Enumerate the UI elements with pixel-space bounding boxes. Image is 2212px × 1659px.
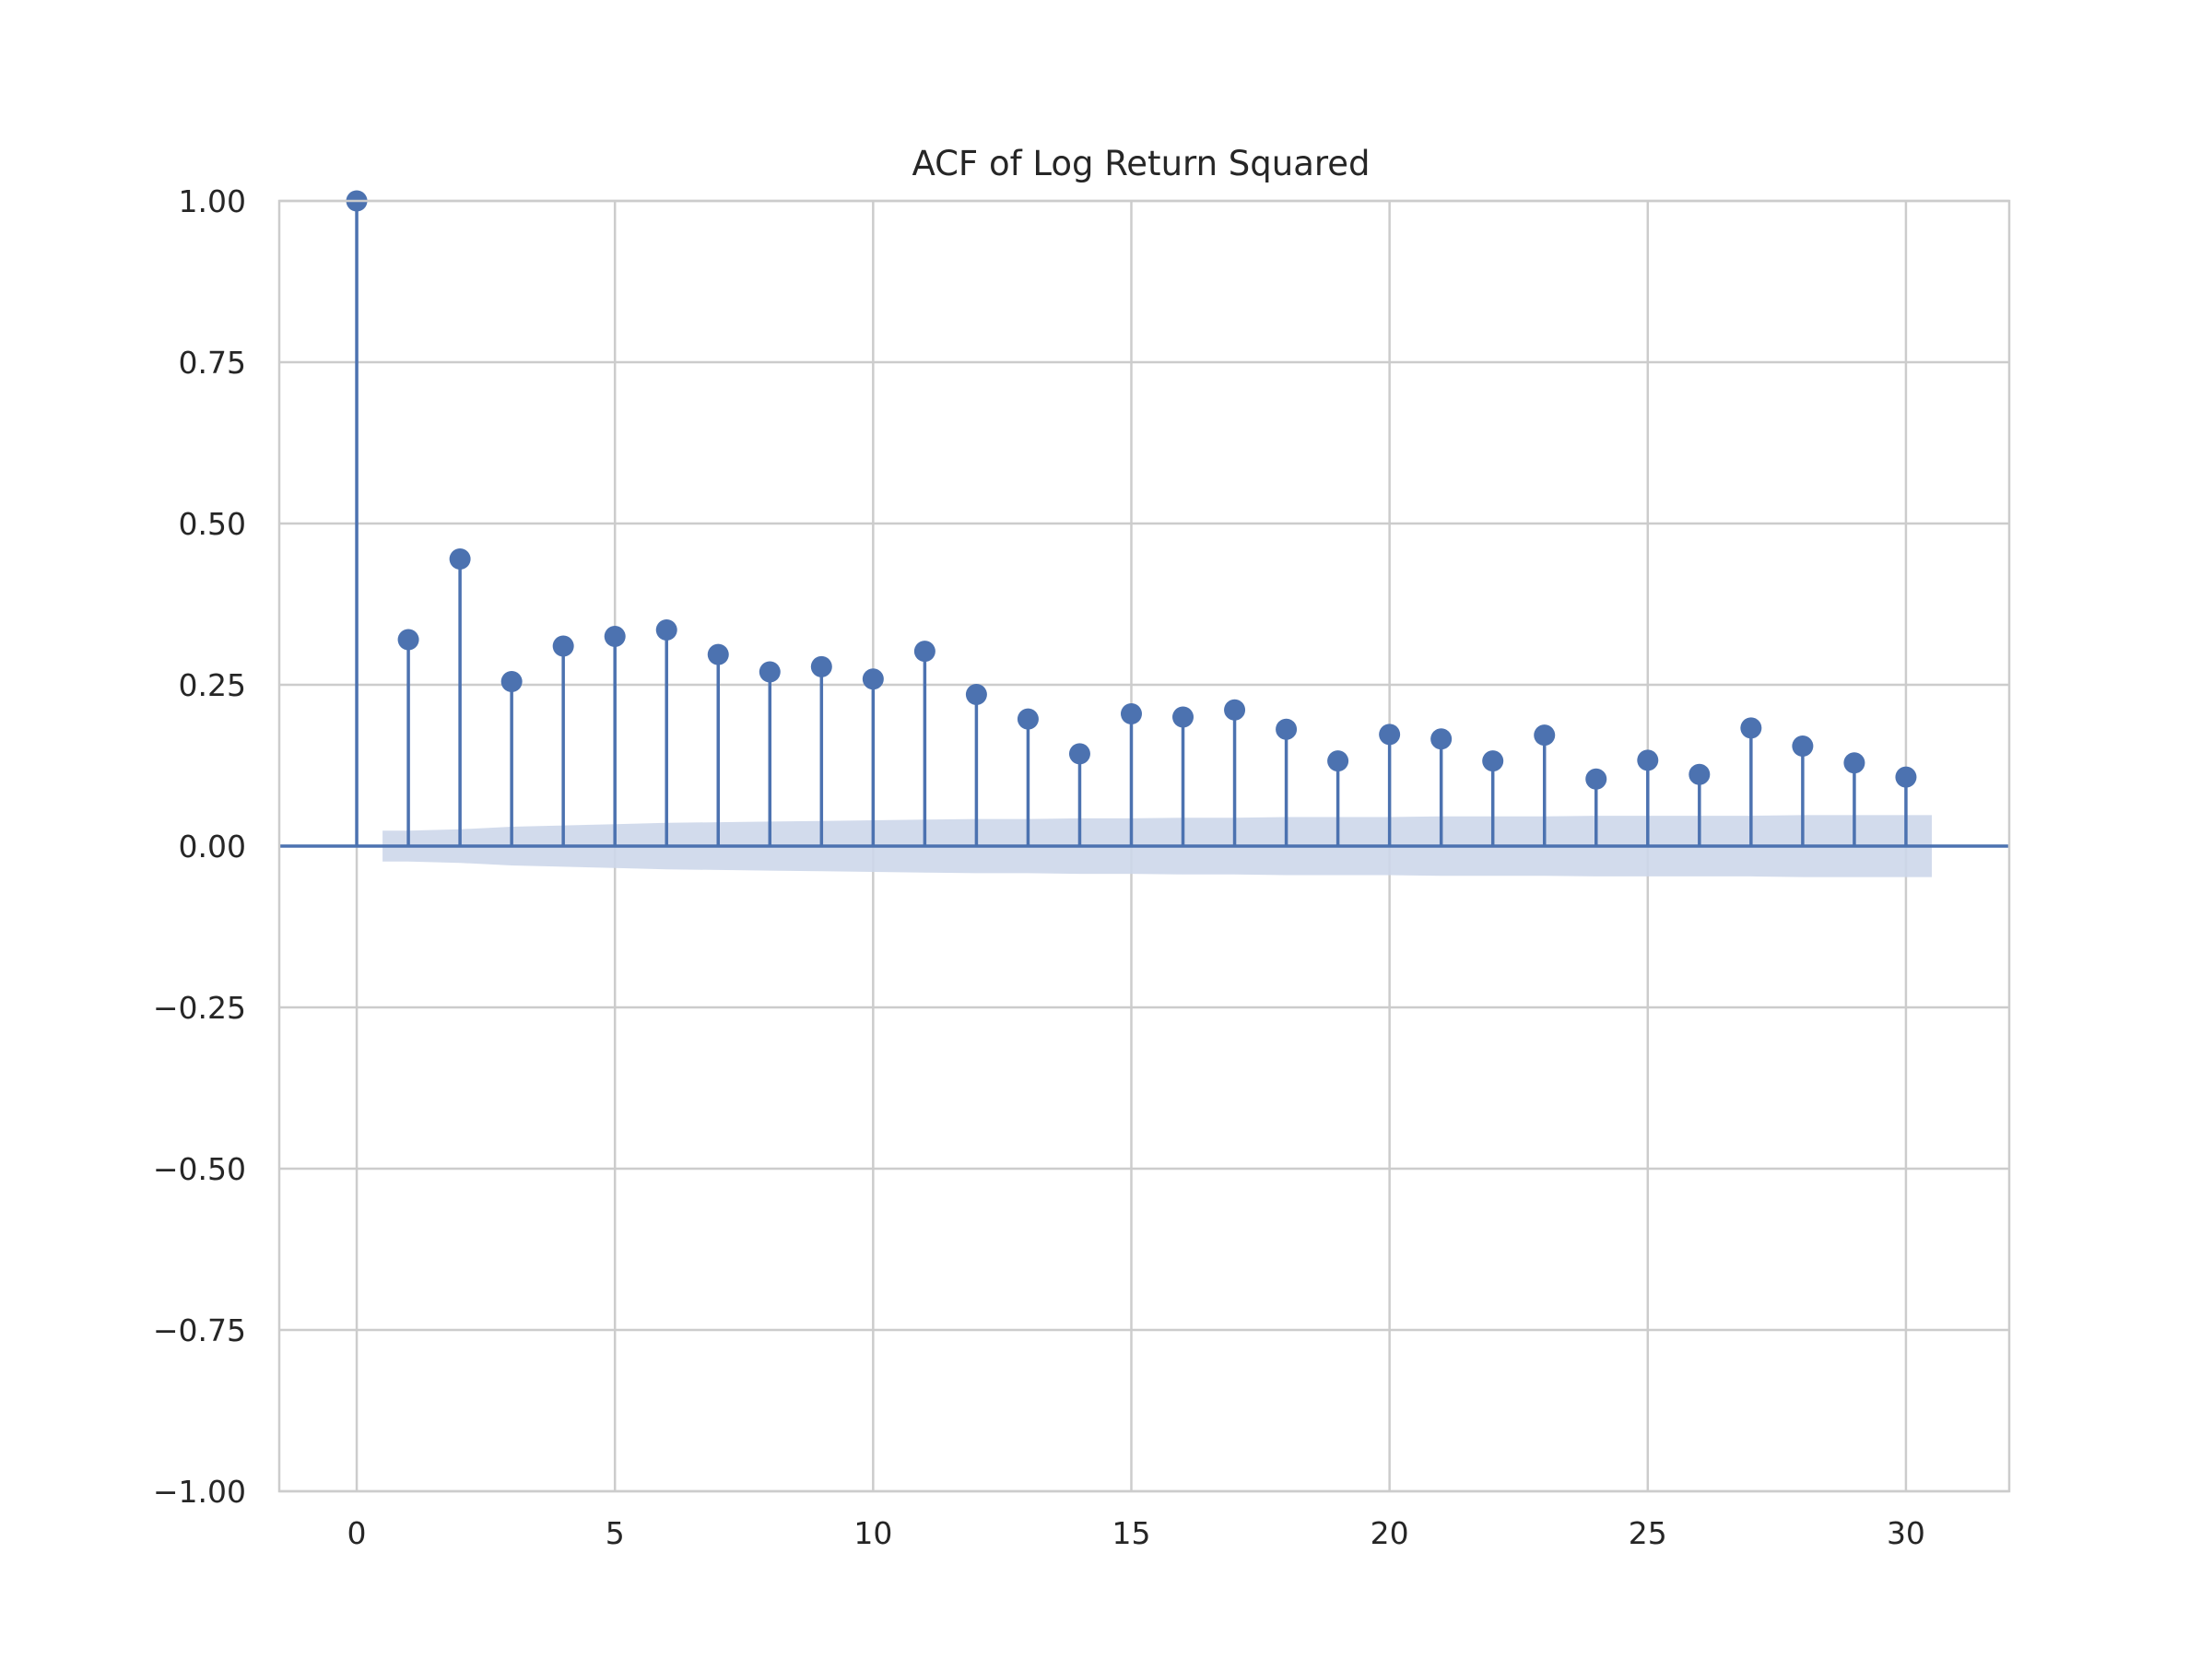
acf-marker	[1276, 718, 1298, 740]
acf-marker	[655, 619, 677, 641]
acf-marker	[1482, 750, 1504, 772]
x-tick-label: 5	[606, 1515, 625, 1551]
x-tick-label: 25	[1629, 1515, 1667, 1551]
x-tick-label: 15	[1112, 1515, 1150, 1551]
acf-marker	[1068, 743, 1090, 765]
acf-marker	[913, 641, 935, 663]
plot-frame	[277, 199, 2011, 1493]
acf-marker	[1224, 699, 1246, 721]
acf-marker	[810, 655, 832, 677]
x-tick-label: 10	[853, 1515, 892, 1551]
y-tick-label: −0.75	[153, 1312, 246, 1348]
acf-marker	[707, 643, 729, 665]
axes-frame	[277, 199, 2011, 1493]
y-tick-label: −0.25	[153, 990, 246, 1026]
acf-marker	[1637, 749, 1659, 771]
y-tick-label: 1.00	[179, 183, 246, 219]
acf-marker	[1895, 766, 1917, 788]
y-tick-label: −0.50	[153, 1151, 246, 1187]
y-tick-labels: 1.00 0.75 0.50 0.25 0.00 −0.25 −0.50 −0.75 −1.00	[153, 183, 246, 1510]
y-tick-label: 0.25	[179, 667, 246, 703]
acf-marker	[1172, 706, 1194, 728]
acf-marker	[397, 629, 419, 651]
acf-marker	[759, 661, 781, 683]
acf-marker	[500, 671, 523, 692]
acf-marker	[1430, 728, 1453, 750]
acf-marker	[1688, 763, 1711, 785]
acf-marker	[552, 635, 574, 657]
y-tick-label: 0.50	[179, 506, 246, 542]
acf-marker	[1740, 717, 1762, 739]
x-tick-label: 0	[347, 1515, 367, 1551]
acf-marker	[965, 684, 987, 705]
acf-marker	[1792, 735, 1814, 757]
acf-marker	[1327, 750, 1349, 772]
y-tick-label: 0.75	[179, 345, 246, 381]
acf-marker	[1585, 768, 1607, 790]
acf-marker	[1017, 708, 1039, 730]
acf-marker	[604, 626, 626, 647]
acf-marker	[1843, 752, 1865, 774]
x-tick-label: 30	[1887, 1515, 1925, 1551]
y-tick-label: −1.00	[153, 1474, 246, 1510]
acf-marker	[1379, 724, 1401, 746]
acf-marker	[1534, 724, 1556, 747]
y-tick-label: 0.00	[179, 829, 246, 865]
chart-title: ACF of Log Return Squared	[912, 144, 1370, 183]
acf-marker	[449, 548, 471, 570]
x-tick-label: 20	[1371, 1515, 1409, 1551]
acf-marker	[862, 668, 884, 690]
acf-marker	[1120, 703, 1142, 724]
x-tick-labels: 0 5 10 15 20 25 30	[347, 1515, 1925, 1551]
